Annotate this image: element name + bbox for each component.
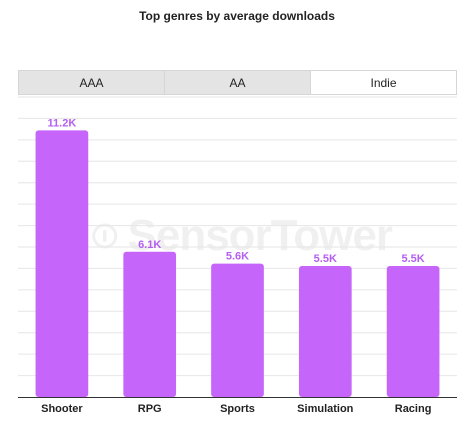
chart-title: Top genres by average downloads [139,9,335,23]
value-label: 5.6K [226,251,249,263]
value-label: 6.1K [138,239,161,251]
category-label: Racing [395,403,432,415]
tab-indie[interactable]: Indie [310,71,456,94]
bar-sports [211,263,264,397]
bars [35,130,440,398]
bar-rpg [123,251,177,397]
bar-racing [386,266,440,397]
category-label: RPG [138,403,162,415]
value-label: 5.5K [314,253,337,265]
category-label: Simulation [297,403,354,415]
value-label: 5.5K [401,253,424,265]
bar-shooter [35,130,89,398]
bar-simulation [298,266,352,397]
labels: 11.2K Shooter 6.1K RPG 5.6K Sports 5.5K Simulat… [41,117,431,415]
category-label: Shooter [41,403,83,415]
value-label: 11.2K [48,117,77,129]
category-label: Sports [220,403,255,415]
tab-aaa[interactable]: AAA [19,71,164,94]
tab-aa[interactable]: AA [164,71,310,94]
tier-tabs: AAA AA Indie [18,70,457,95]
